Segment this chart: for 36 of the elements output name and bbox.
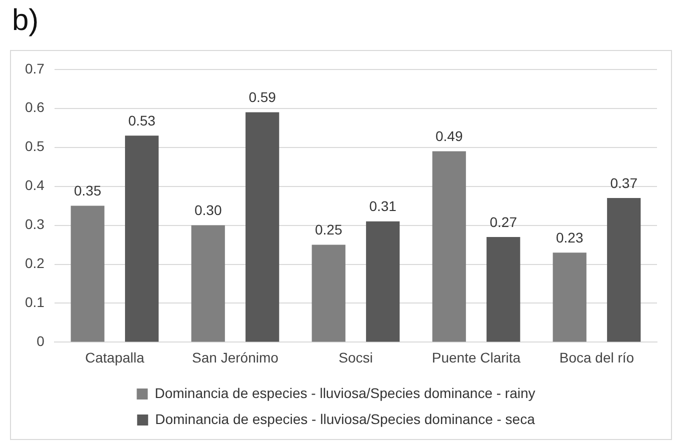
y-tick-label: 0.6 xyxy=(24,99,45,116)
x-tick-label: Socsi xyxy=(338,349,373,366)
x-tick-label: Boca del río xyxy=(559,349,634,366)
data-label: 0.35 xyxy=(74,182,102,199)
bar xyxy=(125,136,159,342)
bar xyxy=(246,112,280,342)
y-tick-label: 0 xyxy=(36,333,45,350)
y-tick-label: 0.3 xyxy=(24,216,45,232)
bar xyxy=(607,198,641,342)
data-label: 0.53 xyxy=(128,112,156,129)
y-tick-label: 0.4 xyxy=(24,177,45,194)
bar xyxy=(366,221,400,342)
y-tick-label: 0.1 xyxy=(24,294,45,310)
y-tick-label: 0.2 xyxy=(24,255,45,272)
x-tick-label: Puente Clarita xyxy=(432,349,521,366)
y-tick-label: 0.7 xyxy=(24,60,45,76)
bar xyxy=(432,151,466,342)
legend-label: Dominancia de especies - lluviosa/Species dominance - seca xyxy=(155,410,536,427)
bar xyxy=(70,206,104,342)
bar xyxy=(552,252,586,342)
data-label: 0.59 xyxy=(248,89,276,106)
bar xyxy=(312,244,346,342)
data-label: 0.30 xyxy=(194,202,222,218)
data-label: 0.23 xyxy=(556,229,584,246)
x-tick-label: San Jerónimo xyxy=(192,349,279,366)
data-label: 0.27 xyxy=(490,214,518,230)
y-tick-label: 0.5 xyxy=(24,138,45,154)
bar xyxy=(191,225,225,342)
data-label: 0.37 xyxy=(610,174,638,191)
legend-label: Dominancia de especies - lluviosa/Species dominance - rainy xyxy=(154,384,536,401)
x-tick-label: Catapalla xyxy=(85,349,145,366)
data-label: 0.49 xyxy=(436,128,463,144)
data-label: 0.25 xyxy=(314,222,342,238)
data-label: 0.31 xyxy=(369,198,397,214)
chart-title: b) xyxy=(12,4,39,38)
bar xyxy=(486,236,520,342)
